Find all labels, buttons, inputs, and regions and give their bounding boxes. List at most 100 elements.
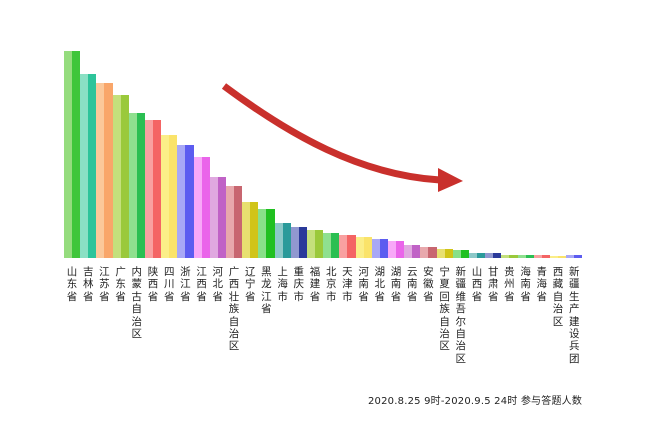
- bar-light-half: [485, 253, 494, 258]
- bar: [161, 135, 178, 258]
- x-axis-label: 青海省: [536, 266, 548, 303]
- chart-caption: 2020.8.25 9时-2020.9.5 24时 参与答题人数: [368, 396, 583, 407]
- bar-dark-half: [217, 177, 226, 258]
- x-axis-label: 海南省: [520, 266, 531, 303]
- bar: [501, 255, 518, 258]
- x-axis-label: 河北省: [212, 266, 224, 303]
- bar: [112, 95, 129, 258]
- bar: [226, 186, 243, 258]
- bar-dark-half: [201, 157, 210, 258]
- bar-dark-half: [282, 223, 291, 258]
- bar-dark-half: [541, 255, 550, 258]
- bar-light-half: [193, 157, 202, 258]
- bar: [436, 249, 453, 258]
- bar-dark-half: [460, 250, 469, 258]
- x-axis-label: 河南省: [358, 266, 369, 303]
- x-axis-label: 广东省: [115, 266, 126, 303]
- bar-light-half: [242, 202, 251, 258]
- bar: [388, 241, 405, 258]
- bar-light-half: [80, 74, 89, 258]
- bar-light-half: [371, 239, 380, 258]
- bar-dark-half: [444, 249, 453, 258]
- bar-dark-half: [558, 256, 567, 258]
- x-axis-label: 云南省: [406, 266, 418, 303]
- bar-dark-half: [493, 253, 502, 258]
- bar-light-half: [533, 255, 542, 258]
- x-axis-label: 辽宁省: [244, 266, 256, 303]
- bar: [371, 239, 388, 258]
- x-axis-label: 内蒙古自治区: [131, 266, 143, 341]
- bar-dark-half: [315, 230, 324, 258]
- bar-light-half: [96, 83, 105, 258]
- bar-light-half: [290, 227, 299, 258]
- bar-light-half: [420, 247, 429, 258]
- bar-light-half: [452, 250, 461, 258]
- bar-dark-half: [477, 253, 486, 258]
- bar-dark-half: [428, 247, 437, 258]
- bar: [485, 253, 502, 258]
- bar: [274, 223, 291, 258]
- bar: [193, 157, 210, 258]
- bar-light-half: [307, 230, 316, 258]
- bar-light-half: [501, 255, 510, 258]
- x-axis-label: 江西省: [196, 266, 207, 303]
- bar-dark-half: [185, 145, 194, 258]
- bar: [258, 209, 275, 258]
- bar-dark-half: [331, 233, 340, 258]
- bar: [177, 145, 194, 258]
- x-axis-label: 西藏自治区: [552, 266, 564, 328]
- x-axis-label: 湖南省: [390, 266, 402, 303]
- bar: [80, 74, 97, 258]
- bar: [469, 253, 486, 258]
- bar: [339, 235, 356, 258]
- bar: [242, 202, 259, 258]
- bar-light-half: [64, 51, 73, 258]
- bar-dark-half: [412, 245, 421, 258]
- bar-light-half: [517, 255, 526, 258]
- bar: [566, 255, 583, 258]
- bar-light-half: [339, 235, 348, 258]
- x-axis-label: 陕西省: [147, 266, 159, 303]
- x-axis-label: 新疆生产建设兵团: [568, 266, 580, 365]
- bar: [128, 113, 145, 258]
- bar-dark-half: [347, 235, 356, 258]
- bar-dark-half: [88, 74, 97, 258]
- bar-light-half: [404, 245, 413, 258]
- bar-dark-half: [574, 255, 583, 258]
- bar-dark-half: [266, 209, 275, 258]
- x-axis-label: 上海市: [277, 266, 288, 303]
- bar-dark-half: [169, 135, 178, 258]
- bar-light-half: [177, 145, 186, 258]
- bar: [96, 83, 113, 258]
- x-axis-label: 天津市: [342, 266, 353, 303]
- bar: [355, 237, 372, 258]
- bar-dark-half: [234, 186, 243, 258]
- bar-light-half: [566, 255, 575, 258]
- x-axis-label: 浙江省: [180, 266, 191, 303]
- bar: [290, 227, 307, 258]
- bar-light-half: [274, 223, 283, 258]
- bar: [420, 247, 437, 258]
- bar: [323, 233, 340, 258]
- bar-dark-half: [525, 255, 534, 258]
- bar-dark-half: [396, 241, 405, 258]
- bar-dark-half: [72, 51, 81, 258]
- bar: [404, 245, 421, 258]
- bar-light-half: [226, 186, 235, 258]
- x-axis-label: 江苏省: [99, 266, 110, 303]
- x-axis-label: 新疆维吾尔自治区: [455, 266, 467, 365]
- bar-light-half: [550, 256, 559, 258]
- x-axis-label: 福建省: [309, 266, 321, 303]
- bar: [209, 177, 226, 258]
- bar-light-half: [209, 177, 218, 258]
- bar-light-half: [323, 233, 332, 258]
- bar: [533, 255, 550, 258]
- bar-light-half: [436, 249, 445, 258]
- bar-dark-half: [120, 95, 129, 258]
- x-axis-label: 山西省: [471, 266, 483, 303]
- bar-light-half: [469, 253, 478, 258]
- bar: [64, 51, 81, 258]
- bar-dark-half: [136, 113, 145, 258]
- bar-dark-half: [379, 239, 388, 258]
